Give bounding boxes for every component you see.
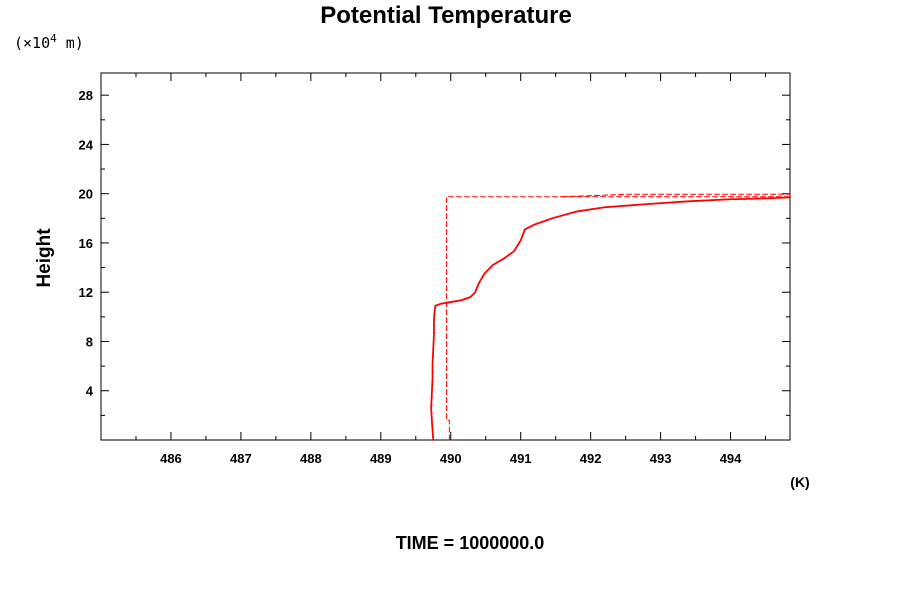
time-label: TIME = 1000000.0	[396, 533, 545, 553]
y-tick-label: 16	[79, 236, 93, 251]
y-tick-label: 8	[86, 334, 93, 349]
y-axis-unit: (×104 m)	[14, 32, 84, 52]
x-tick-label: 488	[300, 451, 322, 466]
x-tick-label: 489	[370, 451, 392, 466]
y-unit-suffix: m)	[57, 34, 84, 52]
dashed-series-line	[446, 196, 791, 441]
y-unit-exponent: 4	[50, 32, 57, 45]
dashed-series-line	[562, 193, 791, 198]
x-tick-label: 493	[650, 451, 672, 466]
chart-title: Potential Temperature	[320, 2, 572, 29]
y-unit-prefix: (×10	[14, 34, 50, 52]
y-tick-label: 12	[79, 285, 93, 300]
y-tick-label: 28	[79, 88, 93, 103]
plot-frame	[100, 72, 791, 441]
x-tick-label: 487	[230, 451, 252, 466]
axis-ticks	[100, 73, 790, 440]
y-axis-label: Height	[34, 228, 55, 288]
y-tick-label: 4	[86, 384, 94, 399]
x-tick-label: 492	[580, 451, 602, 466]
x-tick-label: 491	[510, 451, 532, 466]
x-tick-label: 486	[160, 451, 182, 466]
y-tick-label: 24	[79, 137, 94, 152]
series-lines	[430, 193, 791, 441]
tick-labels: 486 487 488 489 490 491 492 493 494 4 8 12 16 20 24 28	[79, 88, 743, 466]
x-tick-label: 494	[720, 451, 742, 466]
solid-series-line	[430, 196, 791, 441]
x-tick-label: 490	[440, 451, 462, 466]
plot-area: 486 487 488 489 490 491 492 493 494 4 8 12 16 20 24 28	[79, 72, 791, 466]
x-axis-unit: (K)	[790, 474, 809, 490]
y-tick-label: 20	[79, 187, 93, 202]
